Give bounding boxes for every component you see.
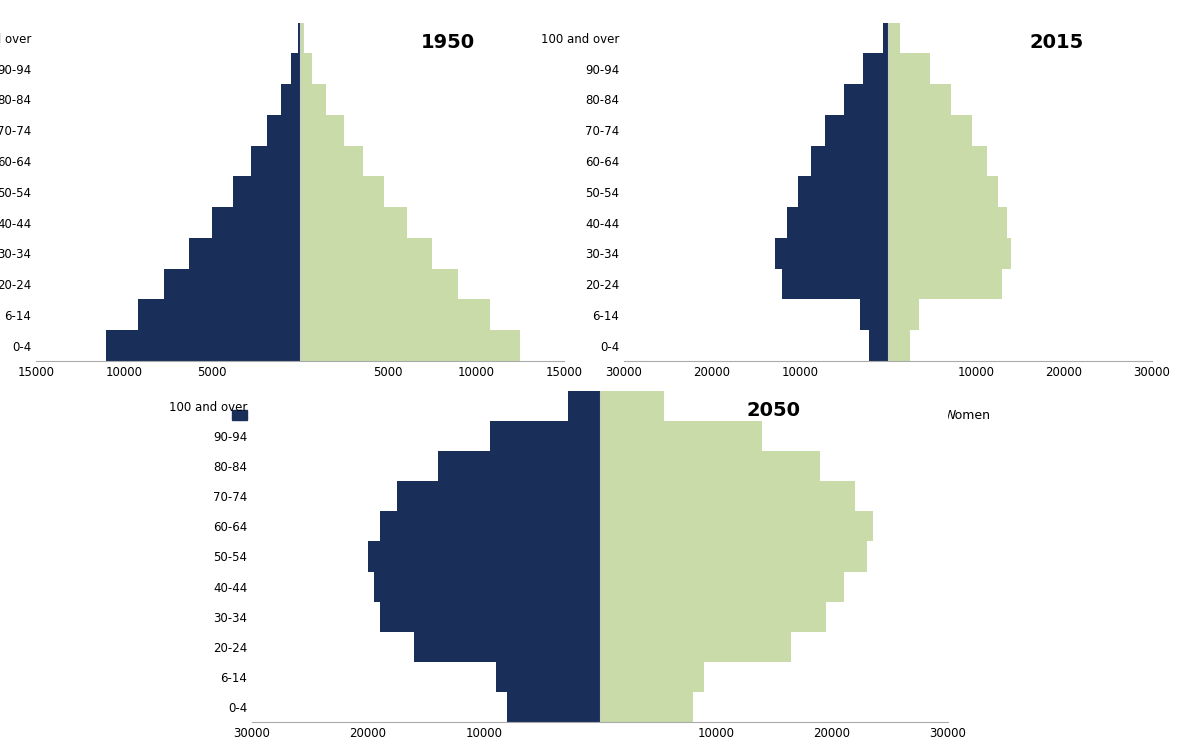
Bar: [600, 421, 762, 451]
Bar: [164, 268, 300, 299]
Bar: [300, 238, 432, 268]
Bar: [496, 662, 600, 692]
Bar: [888, 53, 930, 84]
Bar: [600, 511, 872, 541]
Bar: [600, 451, 821, 481]
Bar: [190, 238, 300, 268]
Bar: [600, 572, 844, 602]
Bar: [798, 177, 888, 207]
Bar: [888, 238, 1012, 268]
Bar: [888, 146, 986, 177]
Bar: [600, 451, 821, 481]
Bar: [568, 391, 600, 421]
Bar: [782, 268, 888, 299]
Bar: [600, 632, 792, 662]
Bar: [600, 662, 704, 692]
Bar: [414, 632, 600, 662]
Bar: [787, 207, 888, 238]
Bar: [368, 541, 600, 572]
Bar: [600, 421, 762, 451]
Bar: [860, 299, 888, 330]
Bar: [869, 330, 888, 361]
Bar: [300, 53, 312, 84]
Bar: [888, 330, 910, 361]
Bar: [863, 53, 888, 84]
Bar: [300, 115, 344, 146]
Bar: [300, 207, 407, 238]
Bar: [281, 84, 300, 115]
Bar: [300, 177, 384, 207]
Bar: [266, 115, 300, 146]
Bar: [300, 146, 364, 177]
Bar: [438, 451, 600, 481]
Text: 1950: 1950: [421, 32, 475, 52]
Bar: [600, 481, 856, 511]
Bar: [300, 23, 304, 53]
Bar: [298, 23, 300, 53]
Bar: [600, 662, 704, 692]
Bar: [600, 602, 827, 632]
Bar: [888, 268, 1002, 299]
Bar: [600, 511, 872, 541]
Text: 2015: 2015: [1030, 32, 1084, 52]
Bar: [107, 330, 300, 361]
Bar: [883, 23, 888, 53]
Bar: [300, 268, 458, 299]
Bar: [379, 602, 600, 632]
Legend: Men, Women: Men, Women: [232, 409, 368, 423]
Bar: [233, 177, 300, 207]
Bar: [600, 391, 664, 421]
Bar: [292, 53, 300, 84]
Bar: [775, 238, 888, 268]
Bar: [888, 115, 972, 146]
Bar: [600, 602, 827, 632]
Bar: [600, 692, 692, 722]
Bar: [888, 207, 1007, 238]
Bar: [600, 481, 856, 511]
Bar: [300, 330, 520, 361]
Bar: [810, 146, 888, 177]
Bar: [600, 692, 692, 722]
Bar: [600, 541, 866, 572]
Bar: [824, 115, 888, 146]
Bar: [888, 23, 900, 53]
Bar: [888, 84, 952, 115]
Bar: [379, 511, 600, 541]
Bar: [508, 692, 600, 722]
Bar: [490, 421, 600, 451]
Bar: [600, 391, 664, 421]
Bar: [600, 632, 792, 662]
Bar: [844, 84, 888, 115]
Bar: [888, 177, 998, 207]
Bar: [600, 572, 844, 602]
Bar: [300, 299, 490, 330]
Bar: [888, 299, 919, 330]
Bar: [251, 146, 300, 177]
Legend: 2015, Men, Women: 2015, Men, Women: [786, 409, 990, 423]
Text: 2050: 2050: [746, 401, 802, 420]
Bar: [600, 541, 866, 572]
Bar: [374, 572, 600, 602]
Bar: [397, 481, 600, 511]
Bar: [212, 207, 300, 238]
Bar: [138, 299, 300, 330]
Bar: [300, 84, 326, 115]
